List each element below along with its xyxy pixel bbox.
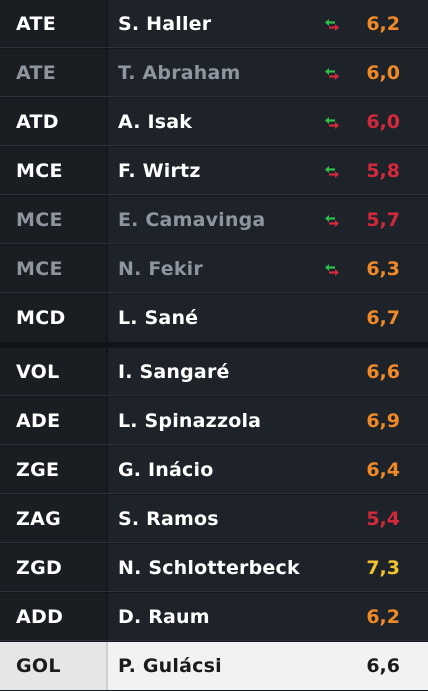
player-name: I. Sangaré	[118, 361, 230, 383]
player-position: ATE	[16, 62, 57, 84]
player-rating: 5,7	[366, 209, 400, 231]
player-name: L. Sané	[118, 307, 199, 329]
substitution-icon	[324, 262, 340, 276]
player-name: T. Abraham	[118, 62, 241, 84]
player-rating: 6,9	[366, 410, 400, 432]
player-name: N. Fekir	[118, 258, 203, 280]
player-position: ADE	[16, 410, 61, 432]
player-rating: 6,7	[366, 307, 400, 329]
player-row[interactable]: VOL I. Sangaré 6,6	[0, 348, 428, 396]
player-row[interactable]: ZAG S. Ramos 5,4	[0, 495, 428, 543]
player-position: GOL	[16, 655, 61, 677]
player-rating: 5,4	[366, 508, 400, 530]
player-rating: 6,4	[366, 459, 400, 481]
player-position: MCE	[16, 209, 63, 231]
player-rating: 6,0	[366, 62, 400, 84]
player-name: N. Schlotterbeck	[118, 557, 300, 579]
player-position: MCE	[16, 258, 63, 280]
player-rating: 7,3	[366, 557, 400, 579]
substitution-icon	[324, 164, 340, 178]
player-position: ATE	[16, 13, 57, 35]
player-position: ZGE	[16, 459, 60, 481]
player-row[interactable]: ZGE G. Inácio 6,4	[0, 446, 428, 494]
player-position: VOL	[16, 361, 60, 383]
player-name: L. Spinazzola	[118, 410, 262, 432]
player-name: S. Haller	[118, 13, 212, 35]
player-rating: 6,3	[366, 258, 400, 280]
player-position: MCE	[16, 160, 63, 182]
player-row[interactable]: ADD D. Raum 6,2	[0, 593, 428, 641]
player-position: ATD	[16, 111, 59, 133]
player-name: E. Camavinga	[118, 209, 266, 231]
player-rating: 6,6	[366, 655, 400, 677]
player-rating: 6,0	[366, 111, 400, 133]
player-row[interactable]: ATD A. Isak 6,0	[0, 98, 428, 146]
player-name: A. Isak	[118, 111, 193, 133]
player-name: S. Ramos	[118, 508, 219, 530]
player-position: MCD	[16, 307, 66, 329]
substitution-icon	[324, 17, 340, 31]
player-row[interactable]: ZGD N. Schlotterbeck 7,3	[0, 544, 428, 592]
player-name: D. Raum	[118, 606, 210, 628]
player-row[interactable]: MCE F. Wirtz 5,8	[0, 147, 428, 195]
player-position: ZAG	[16, 508, 61, 530]
player-rating: 5,8	[366, 160, 400, 182]
player-rating: 6,6	[366, 361, 400, 383]
player-row[interactable]: MCD L. Sané 6,7	[0, 294, 428, 342]
player-rating: 6,2	[366, 13, 400, 35]
player-position: ADD	[16, 606, 64, 628]
substitution-icon	[324, 115, 340, 129]
player-row[interactable]: ATE S. Haller 6,2	[0, 0, 428, 48]
player-name: P. Gulácsi	[118, 655, 222, 677]
player-row[interactable]: ADE L. Spinazzola 6,9	[0, 397, 428, 445]
player-row[interactable]: MCE E. Camavinga 5,7	[0, 196, 428, 244]
substitution-icon	[324, 66, 340, 80]
bench-separator	[0, 342, 428, 347]
player-row[interactable]: GOL P. Gulácsi 6,6	[0, 642, 428, 690]
player-name: G. Inácio	[118, 459, 214, 481]
substitution-icon	[324, 213, 340, 227]
player-rating: 6,2	[366, 606, 400, 628]
player-name: F. Wirtz	[118, 160, 201, 182]
player-row[interactable]: ATE T. Abraham 6,0	[0, 49, 428, 97]
player-row[interactable]: MCE N. Fekir 6,3	[0, 245, 428, 293]
player-position: ZGD	[16, 557, 63, 579]
